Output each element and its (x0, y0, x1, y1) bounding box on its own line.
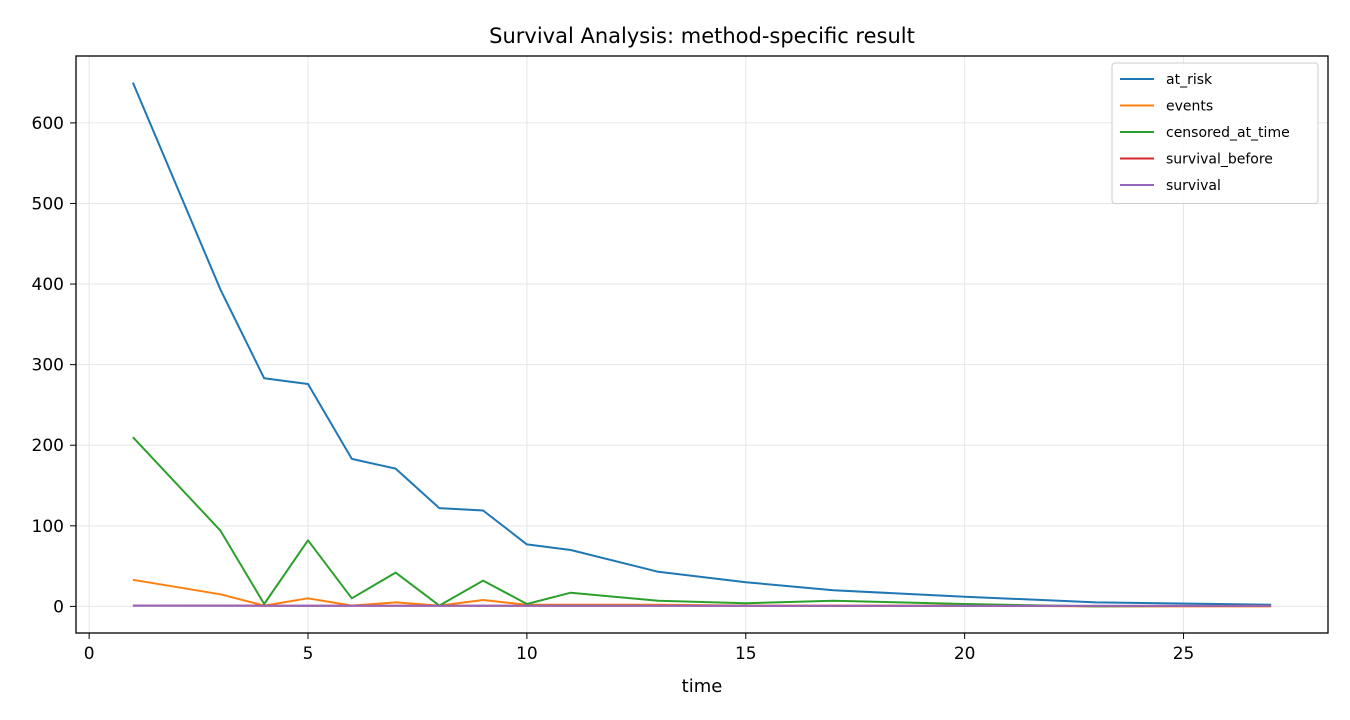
y-tick-label: 300 (32, 356, 64, 376)
series-lines (131, 82, 1272, 608)
chart-title: Survival Analysis: method-specific resul… (489, 24, 915, 48)
x-tick-label: 5 (303, 644, 314, 664)
y-tick-label: 500 (32, 194, 64, 214)
legend-label: survival (1166, 178, 1221, 194)
x-axis-label: time (682, 676, 723, 697)
series-line-censored-at-time (132, 436, 1272, 608)
axis-ticks: 0 5 10 15 20 25 0 100 200 300 400 500 600 (32, 114, 1195, 664)
legend-label: survival_before (1166, 152, 1273, 168)
legend-box (1111, 62, 1319, 204)
x-tick-label: 25 (1173, 644, 1195, 664)
x-tick-label: 15 (735, 644, 757, 664)
y-tick-label: 100 (32, 517, 64, 537)
x-tick-label: 0 (84, 644, 95, 664)
series-line-at-risk (131, 82, 1272, 606)
plot-frame (75, 55, 1329, 634)
legend-label: censored_at_time (1166, 125, 1290, 141)
y-tick-label: 200 (32, 436, 64, 456)
y-tick-label: 400 (32, 275, 64, 295)
legend-label: at_risk (1166, 72, 1213, 88)
x-tick-label: 20 (954, 644, 976, 664)
y-tick-label: 0 (53, 597, 64, 617)
x-tick-label: 10 (516, 644, 538, 664)
legend-label: events (1166, 99, 1213, 115)
y-tick-label: 600 (32, 114, 64, 134)
